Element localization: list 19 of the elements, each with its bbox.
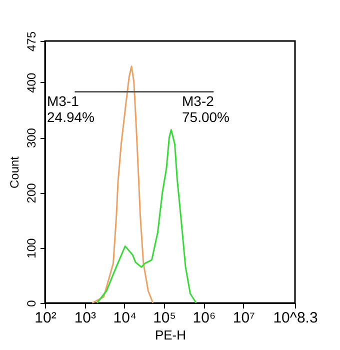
annotation: 24.94% (47, 109, 94, 125)
x-tick-label: 10⁷ (232, 310, 255, 326)
y-tick-label: 200 (24, 182, 38, 204)
annotation: M3-1 (47, 93, 80, 109)
y-tick-label: 100 (24, 238, 38, 258)
y-tick-label: 300 (24, 128, 38, 148)
annotation: M3-2 (182, 93, 214, 109)
x-tick-label: 10⁶ (192, 310, 216, 326)
x-tick-label: 10⁴ (113, 310, 136, 326)
y-tick-label: 0 (24, 300, 38, 307)
x-tick-label: 10⁵ (153, 310, 176, 326)
y-tick-label: 400 (24, 72, 38, 93)
x-tick-label: 10³ (74, 310, 96, 326)
y-axis-title: Count (8, 156, 22, 189)
x-axis-title: PE-H (154, 328, 186, 342)
annotation: 75.00% (182, 109, 230, 125)
x-tick-label: 10² (34, 310, 56, 326)
y-tick-label: 475 (24, 31, 38, 52)
x-tick-label: 10^8.3 (273, 310, 318, 326)
